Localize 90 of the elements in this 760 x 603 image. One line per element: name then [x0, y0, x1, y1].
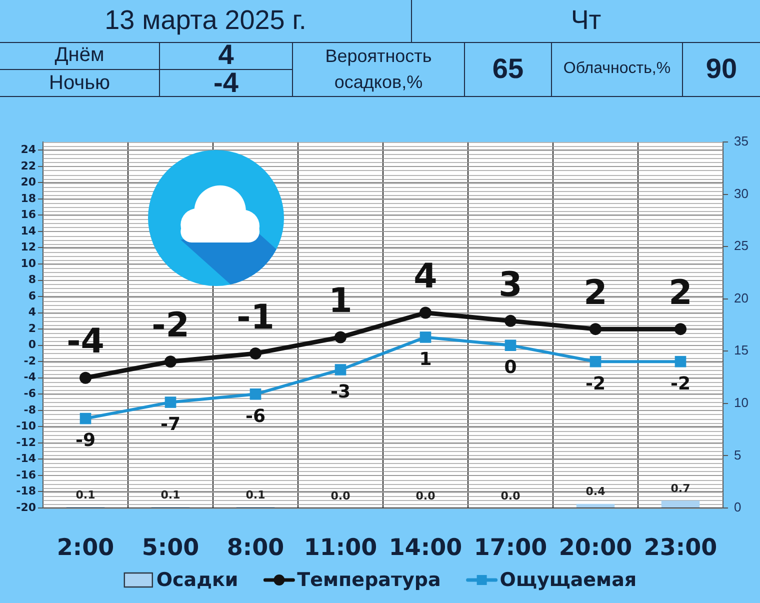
data-label: 0.1 [246, 488, 266, 502]
point [164, 356, 176, 368]
data-label: -2 [586, 373, 606, 394]
data-label: -6 [246, 406, 266, 427]
y-tick-label: -10 [16, 420, 36, 433]
data-label: -9 [76, 430, 96, 452]
y-tick-label: -14 [16, 452, 36, 466]
y2-tick-label: 25 [734, 238, 748, 254]
data-label: -2 [670, 373, 690, 394]
y-tick-label: 24 [20, 142, 36, 156]
data-label: -3 [330, 381, 350, 402]
point [590, 323, 602, 336]
y-tick-label: 0 [28, 338, 36, 352]
y-tick-label: -18 [16, 484, 36, 498]
y-tick-label: 12 [20, 240, 36, 254]
data-label: 0.0 [500, 489, 521, 502]
y-tick-label: 20 [20, 176, 36, 189]
y-tick-label: 14 [20, 224, 36, 238]
point [250, 347, 262, 360]
data-label: 0.7 [670, 482, 690, 496]
y2-tick-label: 5 [734, 447, 742, 462]
y-tick-label: 16 [20, 208, 36, 222]
chart-title: 13 марта 2025 г. [104, 5, 306, 37]
data-label: 1 [328, 281, 352, 322]
point [674, 323, 686, 336]
data-label: 4 [414, 256, 438, 297]
x-tick-label: 17:00 [474, 534, 548, 561]
data-label: 0.0 [330, 489, 351, 502]
data-label: 0.1 [160, 488, 180, 502]
y-tick-label: -16 [16, 468, 36, 482]
text: Вероятность осадков,% [293, 43, 464, 95]
y2-tick-label: 20 [734, 290, 748, 306]
data-label: 0 [504, 357, 517, 378]
chart-subtitle: Чт [570, 5, 602, 37]
y-tick-label: -4 [24, 370, 36, 384]
y2-tick-label: 0 [734, 500, 742, 515]
data-label: 1 [419, 348, 432, 370]
x-tick-label: 8:00 [226, 534, 284, 561]
data-label: 2 [584, 272, 608, 313]
text: Облачность,% [563, 60, 671, 78]
point [504, 314, 516, 327]
point [590, 356, 602, 368]
x-tick-label: 2:00 [56, 534, 114, 561]
y-tick-label: 6 [28, 289, 36, 302]
data-label: -4 [66, 322, 104, 362]
point [334, 364, 346, 376]
x-tick-label: 14:00 [388, 534, 462, 561]
y-tick-label: -20 [16, 500, 36, 514]
text: Ночью [49, 72, 110, 94]
y-tick-label: -8 [24, 403, 36, 416]
y-tick-label: 18 [20, 192, 36, 205]
text: 65 [492, 52, 524, 86]
y-tick-label: 2 [28, 322, 36, 335]
point [420, 306, 432, 319]
data-label: 3 [498, 264, 522, 305]
point [80, 412, 92, 424]
data-label: 0.0 [416, 489, 436, 502]
y-tick-label: -12 [16, 436, 36, 449]
y2-tick-label: 35 [734, 134, 748, 149]
point [164, 396, 176, 408]
data-label: 2 [668, 272, 692, 313]
data-label: 0.4 [586, 485, 606, 498]
point [674, 356, 686, 368]
y2-tick-label: 10 [734, 395, 748, 410]
point [80, 372, 92, 384]
text: Днём [54, 44, 104, 67]
data-label: -1 [236, 297, 274, 338]
point [334, 331, 346, 344]
data-label: -7 [160, 414, 180, 435]
legend-label: Температура [297, 568, 441, 591]
y-tick-label: -6 [24, 386, 36, 400]
data-label: 0.1 [76, 488, 96, 502]
y2-tick-label: 15 [734, 342, 748, 358]
data-label: -2 [152, 305, 190, 346]
text: 90 [706, 52, 738, 86]
x-tick-label: 23:00 [644, 534, 718, 561]
x-tick-label: 20:00 [558, 534, 632, 561]
y-tick-label: 8 [28, 273, 36, 286]
y2-tick-label: 30 [734, 186, 748, 201]
x-tick-label: 5:00 [142, 534, 200, 561]
y-tick-label: 22 [20, 159, 36, 172]
point [504, 340, 516, 351]
legend-label: Осадки [156, 568, 238, 591]
point [250, 388, 262, 400]
y-tick-label: 10 [20, 256, 36, 270]
x-tick-label: 11:00 [304, 534, 378, 561]
y-tick-label: 4 [28, 306, 36, 319]
point [420, 332, 432, 343]
y-tick-label: -2 [24, 354, 36, 368]
legend-label: Ощущаемая [500, 568, 637, 591]
